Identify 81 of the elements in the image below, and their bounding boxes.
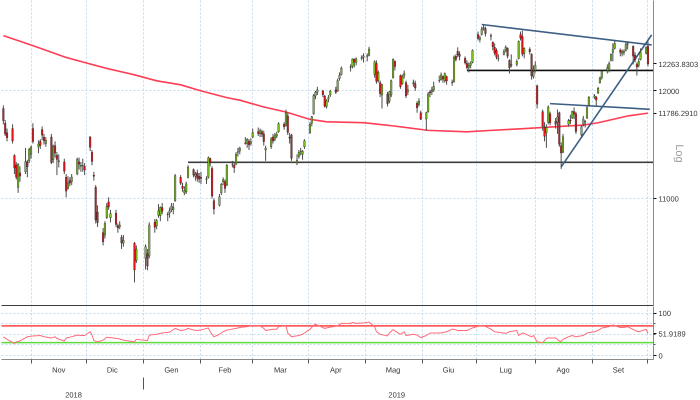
candlestick [340, 66, 342, 76]
candlestick [290, 133, 292, 162]
candlestick [420, 110, 422, 121]
candlestick [468, 62, 470, 73]
candlestick [636, 62, 638, 76]
candlestick [109, 209, 112, 223]
candlestick [248, 138, 250, 150]
candlestick [63, 158, 66, 175]
candlestick [296, 154, 298, 166]
candlestick [65, 174, 68, 198]
candlestick [252, 128, 254, 139]
candlestick [198, 172, 200, 184]
candlestick [632, 44, 634, 65]
candlestick [446, 75, 448, 86]
candlestick [588, 96, 590, 107]
candlestick [80, 161, 82, 172]
candlestick [536, 84, 538, 110]
candlestick [270, 136, 272, 150]
candlestick [484, 26, 486, 37]
candlestick [32, 122, 34, 144]
candlestick [154, 218, 156, 234]
candlestick [122, 234, 124, 248]
candlestick [416, 100, 418, 114]
candlestick [380, 83, 383, 110]
line-series [2, 322, 648, 344]
candlestick [264, 145, 267, 162]
candlestick [606, 64, 608, 74]
candlestick [406, 84, 409, 96]
candlestick [156, 218, 158, 230]
candlestick [569, 114, 572, 125]
candlestick [353, 58, 356, 68]
candlestick [312, 93, 315, 116]
candlestick [600, 70, 603, 80]
candlestick [159, 206, 162, 222]
candlestick [494, 42, 496, 56]
y-axis-title: Log [673, 144, 686, 163]
candlestick [506, 46, 509, 59]
candlestick [608, 60, 610, 73]
candlestick [302, 149, 304, 160]
candlestick [496, 48, 498, 60]
candlestick [545, 124, 548, 148]
candlestick [24, 147, 27, 175]
candlestick [432, 81, 435, 92]
candlestick [595, 96, 598, 107]
candlestick [212, 198, 215, 215]
candlestick [172, 202, 174, 215]
candlestick [405, 80, 407, 99]
candlestick [362, 52, 365, 63]
candlestick [200, 171, 202, 184]
candlestick [37, 140, 40, 154]
candlestick [44, 136, 47, 148]
candlestick [185, 181, 188, 195]
candlestick [438, 75, 440, 84]
candlestick [392, 58, 394, 80]
candlestick [166, 212, 169, 222]
candlestick [82, 158, 84, 172]
candlestick [262, 130, 265, 146]
candlestick [246, 138, 248, 148]
candlestick [375, 60, 378, 84]
candlestick [574, 111, 577, 134]
candlestick [458, 50, 461, 61]
candlestick [456, 46, 459, 58]
candlestick [466, 60, 468, 70]
candlestick [187, 164, 190, 179]
candlestick [444, 72, 446, 84]
candlestick [30, 145, 32, 160]
candlestick [84, 162, 86, 176]
candlestick [414, 80, 416, 92]
candlestick [326, 98, 328, 110]
candlestick [76, 157, 78, 176]
candlestick [168, 207, 171, 218]
candlestick [303, 138, 306, 150]
candlestick [518, 40, 520, 60]
candlestick [196, 169, 198, 182]
candlestick [70, 174, 73, 186]
candlestick [586, 106, 588, 120]
candlestick [624, 40, 627, 52]
candlestick [120, 234, 123, 250]
candlestick [508, 58, 510, 74]
candlestick [12, 124, 14, 144]
candlestick [547, 104, 550, 125]
